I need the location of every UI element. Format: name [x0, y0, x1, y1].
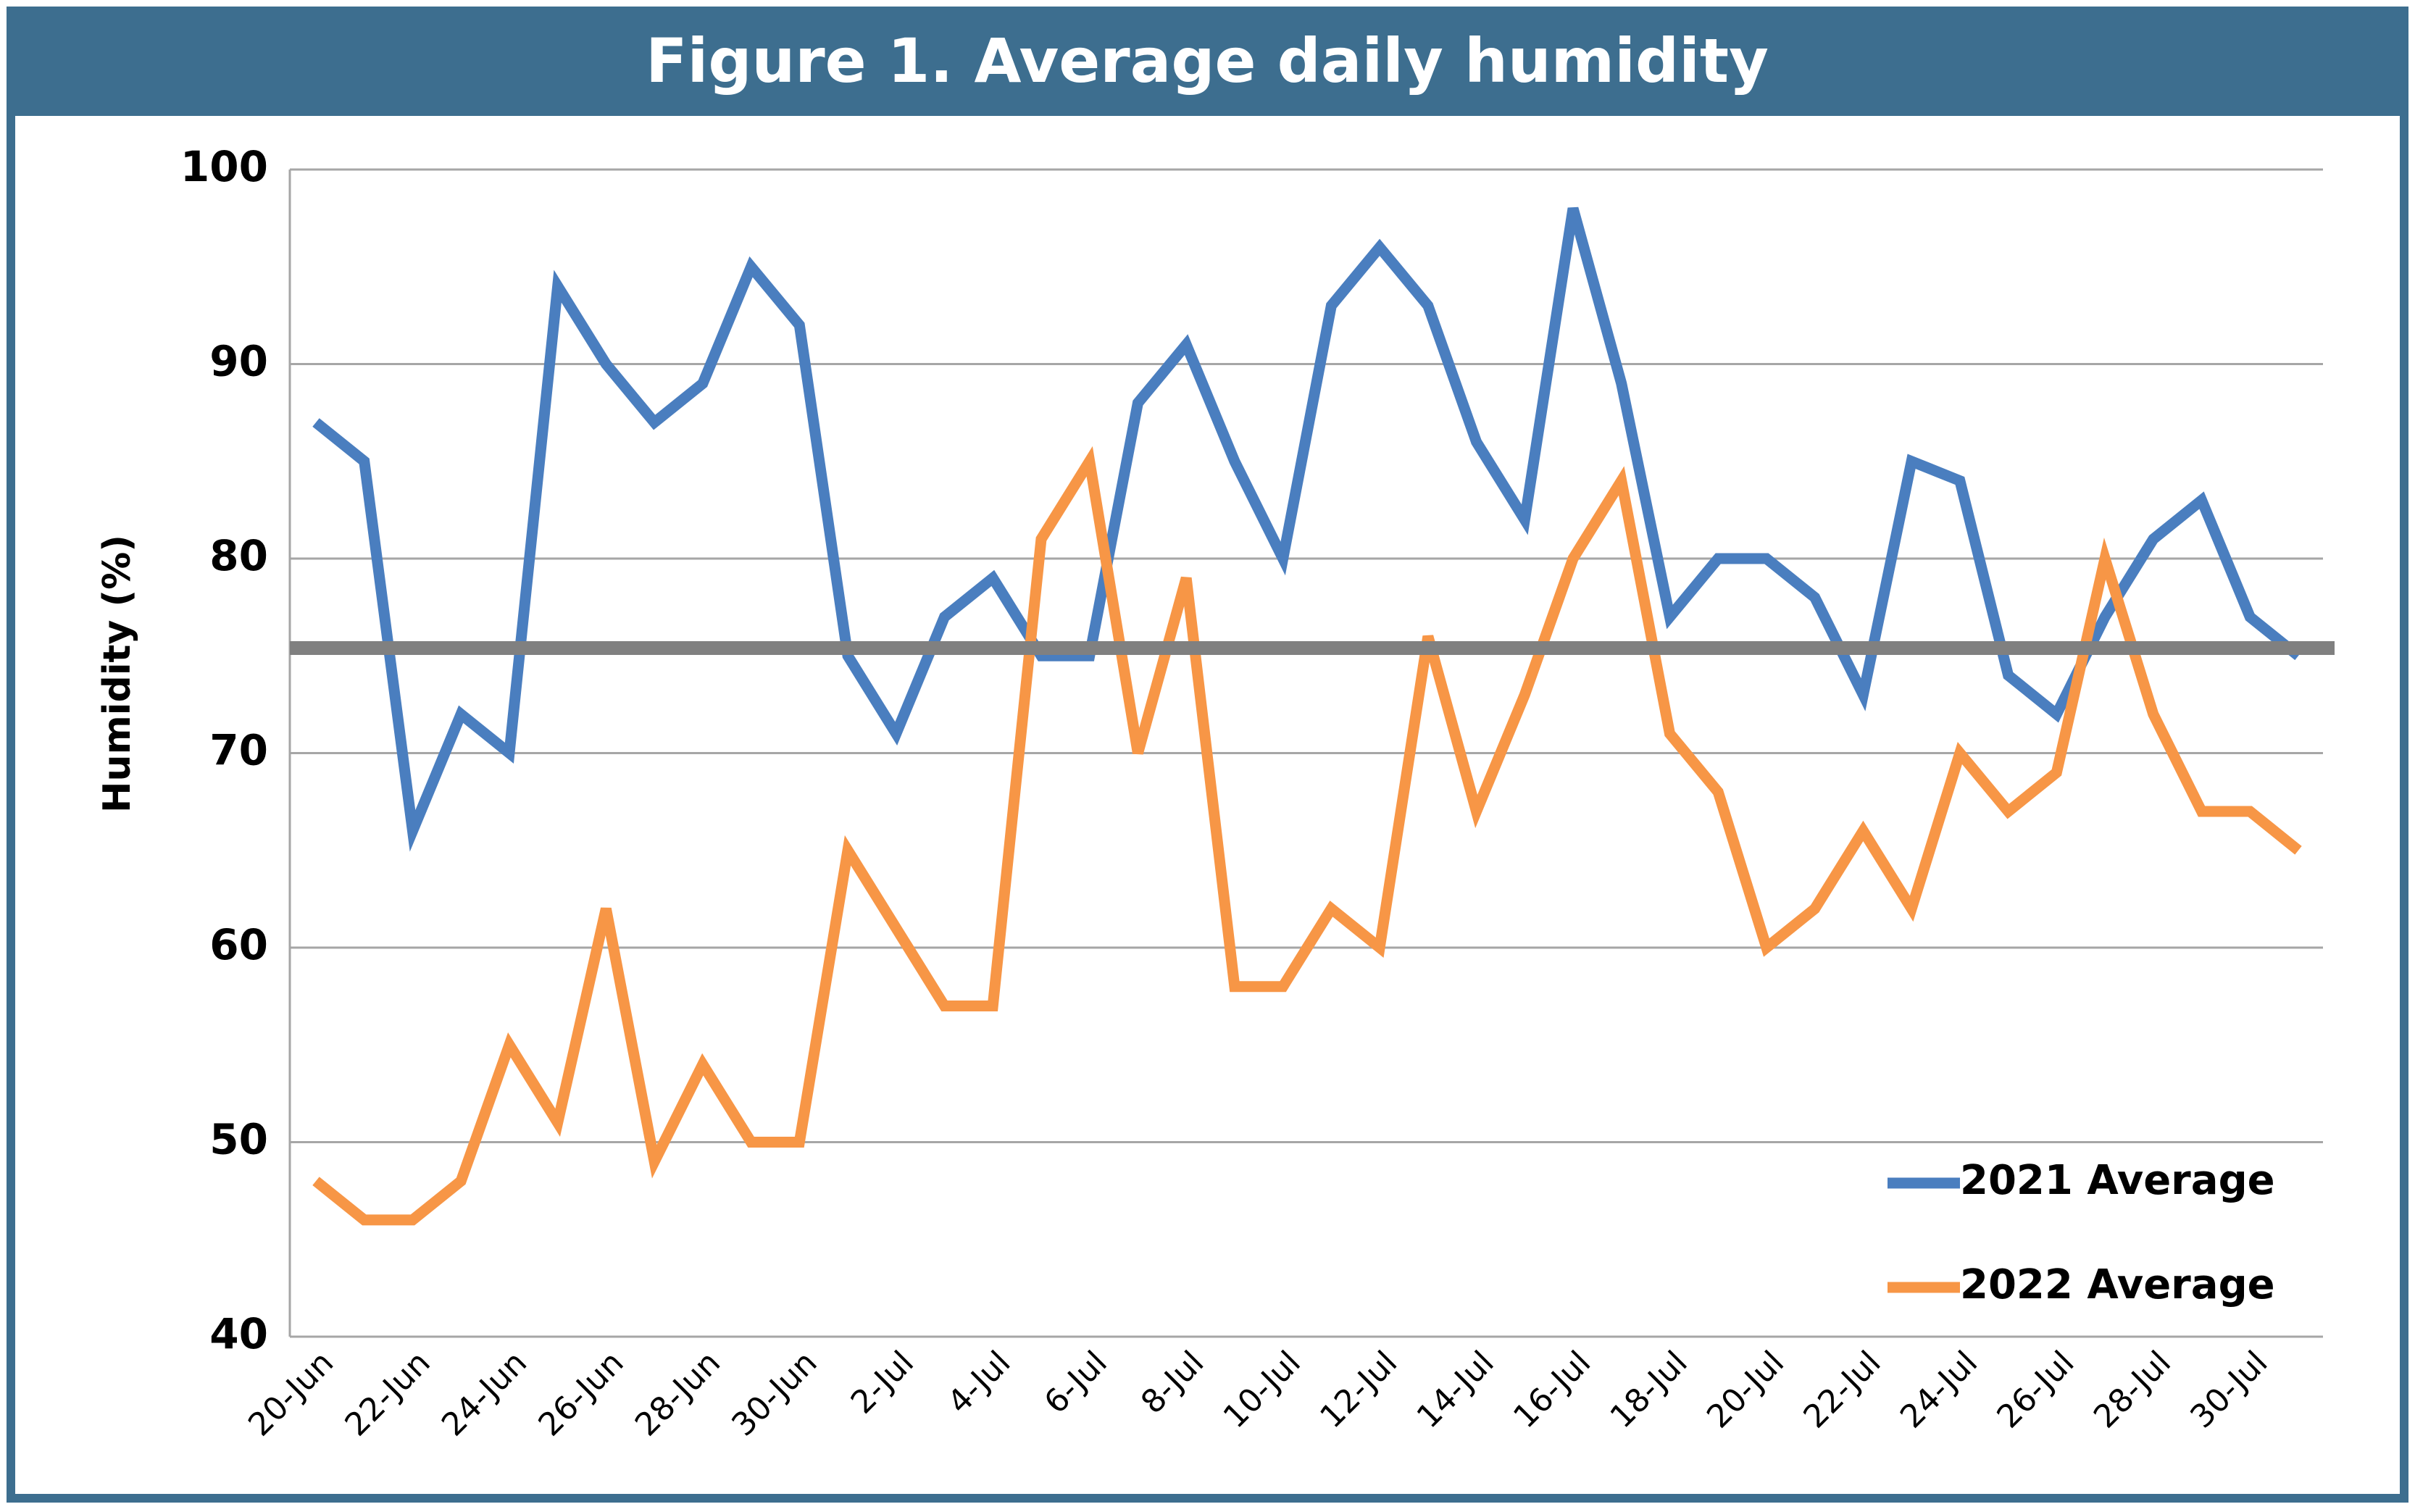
y-axis-title: Humidity (%) — [96, 535, 139, 813]
header-band — [11, 11, 2404, 116]
legend: 2021 Average 2022 Average — [1888, 1157, 2275, 1308]
y-tick-label: 40 — [209, 1309, 268, 1358]
series-line — [312, 446, 2302, 1226]
chart-title: Figure 1. Average daily humidity — [646, 25, 1769, 96]
y-tick-label: 100 — [180, 142, 268, 191]
y-tick-label: 80 — [209, 531, 268, 580]
series-line — [312, 206, 2302, 852]
legend-label: 2022 Average — [1960, 1261, 2275, 1308]
y-tick-label: 60 — [209, 920, 268, 969]
y-tick-label: 70 — [209, 726, 268, 775]
y-tick-label: 90 — [209, 337, 268, 386]
y-tick-label: 50 — [209, 1115, 268, 1164]
legend-label: 2021 Average — [1960, 1157, 2275, 1204]
